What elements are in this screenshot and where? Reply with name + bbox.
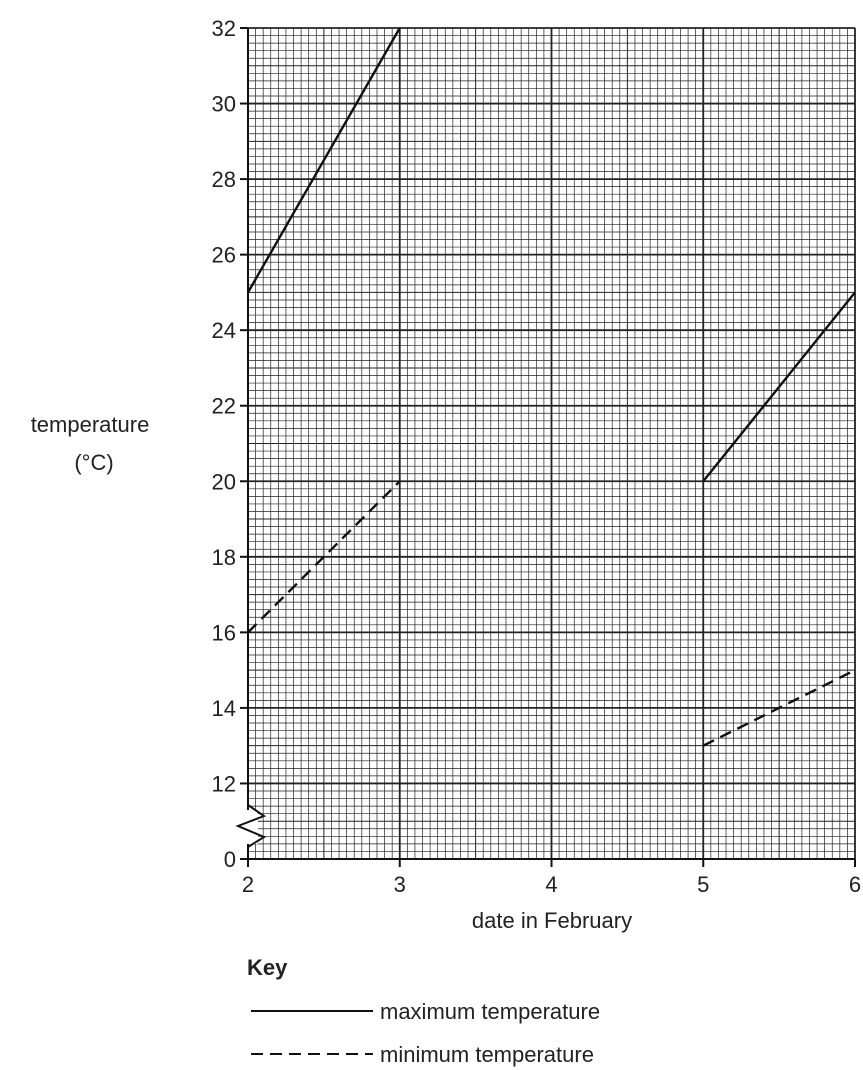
y-tick-label-0: 0 — [224, 847, 236, 872]
y-tick-label-28: 28 — [212, 167, 236, 192]
y-tick-label-22: 22 — [212, 394, 236, 419]
max-temp-segment-1 — [246, 27, 401, 294]
y-tick-labels: 0 12 14 16 18 20 22 24 26 28 30 32 — [212, 16, 248, 872]
axis-break-symbol — [235, 804, 267, 848]
min-temp-segment-1 — [247, 480, 401, 634]
y-tick-label-26: 26 — [212, 243, 236, 268]
x-tick-label-3: 3 — [394, 872, 406, 897]
x-tick-labels: 2 3 4 5 6 — [242, 859, 861, 897]
y-tick-label-16: 16 — [212, 620, 236, 645]
legend-label-minimum: minimum temperature — [380, 1042, 594, 1067]
y-tick-label-20: 20 — [212, 469, 236, 494]
x-tick-label-4: 4 — [545, 872, 557, 897]
y-tick-label-32: 32 — [212, 16, 236, 41]
series-layer — [246, 27, 856, 747]
axis-break-mask — [238, 810, 258, 844]
y-tick-label-14: 14 — [212, 696, 236, 721]
y-tick-label-24: 24 — [212, 318, 236, 343]
y-tick-label-12: 12 — [212, 771, 236, 796]
max-temp-segment-2 — [702, 291, 856, 483]
y-tick-label-30: 30 — [212, 92, 236, 117]
min-temp-segment-2 — [702, 669, 856, 747]
y-tick-label-18: 18 — [212, 545, 236, 570]
legend: Key maximum temperature minimum temperat… — [247, 955, 600, 1067]
x-axis-title: date in February — [472, 908, 632, 933]
x-tick-label-5: 5 — [697, 872, 709, 897]
legend-title: Key — [247, 955, 288, 980]
x-tick-label-2: 2 — [242, 872, 254, 897]
axis-break-zigzag — [235, 804, 267, 848]
x-tick-label-6: 6 — [849, 872, 861, 897]
y-axis-title-line2: (°C) — [74, 450, 113, 475]
y-axis-title-line1: temperature — [31, 412, 150, 437]
legend-label-maximum: maximum temperature — [380, 999, 600, 1024]
